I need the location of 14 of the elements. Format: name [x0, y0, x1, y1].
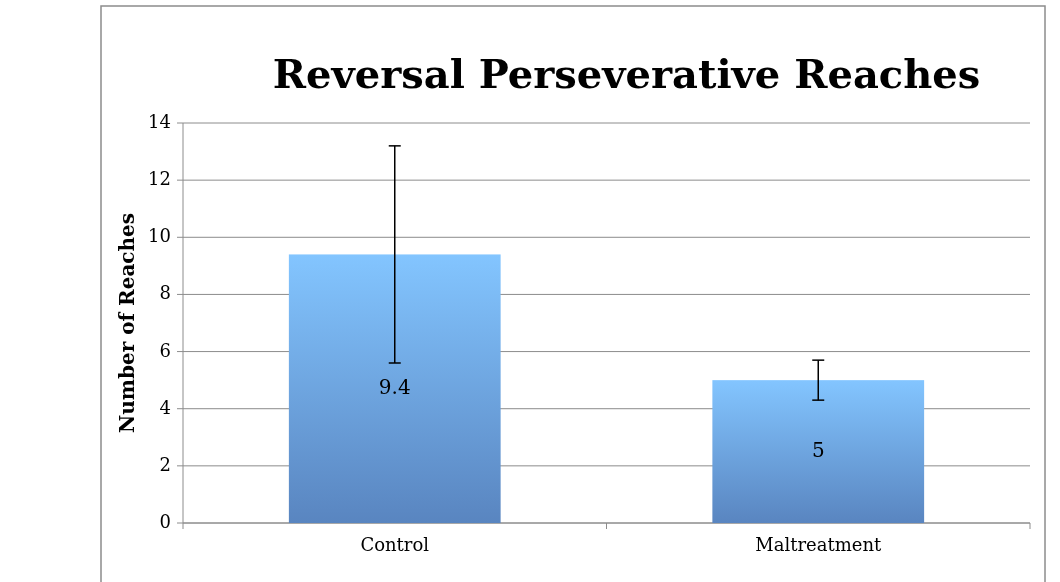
y-tick-label: 14	[148, 111, 171, 132]
x-tick-label: Maltreatment	[755, 534, 882, 555]
chart-title: Reversal Perseverative Reaches	[272, 50, 981, 97]
y-tick-label: 10	[148, 225, 171, 247]
data-label: 9.4	[378, 375, 411, 400]
y-tick-label: 8	[159, 282, 171, 304]
y-tick-label: 4	[159, 396, 171, 418]
data-label: 5	[811, 438, 825, 463]
y-axis-title: Number of Reaches	[114, 212, 139, 434]
y-tick-label: 12	[148, 168, 171, 190]
y-tick-label: 2	[159, 453, 171, 475]
x-tick-label: Control	[360, 534, 430, 555]
y-tick-label: 0	[159, 511, 171, 532]
y-tick-label: 6	[159, 339, 171, 361]
